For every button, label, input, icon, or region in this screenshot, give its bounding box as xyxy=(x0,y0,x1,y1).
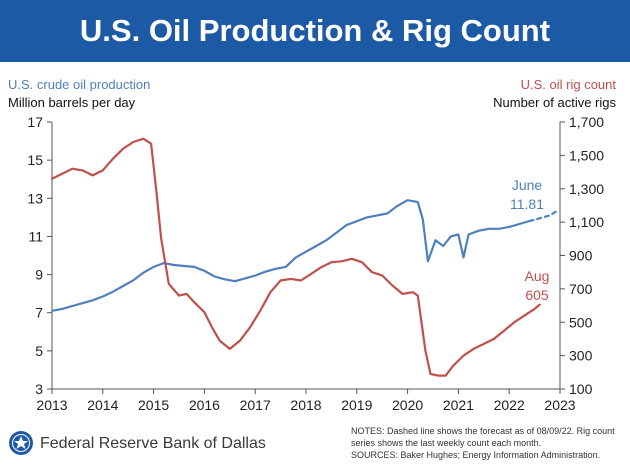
x-tick-label: 2022 xyxy=(494,397,525,413)
right-tick-label: 100 xyxy=(569,381,593,397)
left-tick-label: 7 xyxy=(35,305,43,321)
footer-sources-text: SOURCES: Baker Hughes; Energy Informatio… xyxy=(351,450,601,460)
rigs-annotation-value: 605 xyxy=(525,287,549,303)
x-tick-label: 2021 xyxy=(443,397,474,413)
x-tick-label: 2015 xyxy=(138,397,169,413)
right-tick-label: 300 xyxy=(569,348,593,364)
production-line xyxy=(50,199,531,312)
chart-title: U.S. Oil Production & Rig Count xyxy=(0,0,630,62)
x-tick-label: 2018 xyxy=(290,397,321,413)
production-forecast-line xyxy=(528,209,559,223)
rig-count-line xyxy=(50,137,541,377)
x-tick-label: 2019 xyxy=(341,397,372,413)
left-tick-label: 5 xyxy=(35,343,43,359)
right-axis-unit-label: Number of active rigs xyxy=(493,95,616,110)
left-tick-label: 17 xyxy=(27,114,43,130)
x-tick-label: 2014 xyxy=(87,397,118,413)
right-tick-label: 700 xyxy=(569,281,593,297)
footer-notes-text: NOTES: Dashed line shows the forecast as… xyxy=(351,426,615,448)
production-annotation-value: 11.81 xyxy=(510,196,544,212)
left-tick-label: 9 xyxy=(35,267,43,283)
right-tick-label: 500 xyxy=(569,314,593,330)
federal-reserve-seal-icon xyxy=(9,431,33,455)
left-tick-label: 3 xyxy=(35,381,43,397)
x-tick-label: 2013 xyxy=(36,397,67,413)
left-tick-label: 15 xyxy=(27,152,43,168)
x-tick-label: 2020 xyxy=(392,397,423,413)
left-axis-series-label: U.S. crude oil production xyxy=(8,77,151,92)
production-annotation-month: June xyxy=(512,177,543,193)
x-tick-label: 2017 xyxy=(240,397,271,413)
x-tick-label: 2023 xyxy=(544,397,575,413)
footer-org-name: Federal Reserve Bank of Dallas xyxy=(40,435,266,452)
right-axis-series-label: U.S. oil rig count xyxy=(520,77,616,92)
right-tick-label: 900 xyxy=(569,248,593,264)
left-tick-label: 13 xyxy=(27,190,43,206)
x-tick-label: 2016 xyxy=(189,397,220,413)
footer-notes: NOTES: Dashed line shows the forecast as… xyxy=(351,425,626,461)
rigs-annotation-month: Aug xyxy=(525,268,550,284)
right-tick-label: 1,300 xyxy=(569,181,604,197)
right-tick-label: 1,500 xyxy=(569,147,604,163)
right-tick-label: 1,100 xyxy=(569,214,604,230)
left-axis-unit-label: Million barrels per day xyxy=(8,95,136,110)
right-tick-label: 1,700 xyxy=(569,114,604,130)
left-tick-label: 11 xyxy=(28,228,43,244)
